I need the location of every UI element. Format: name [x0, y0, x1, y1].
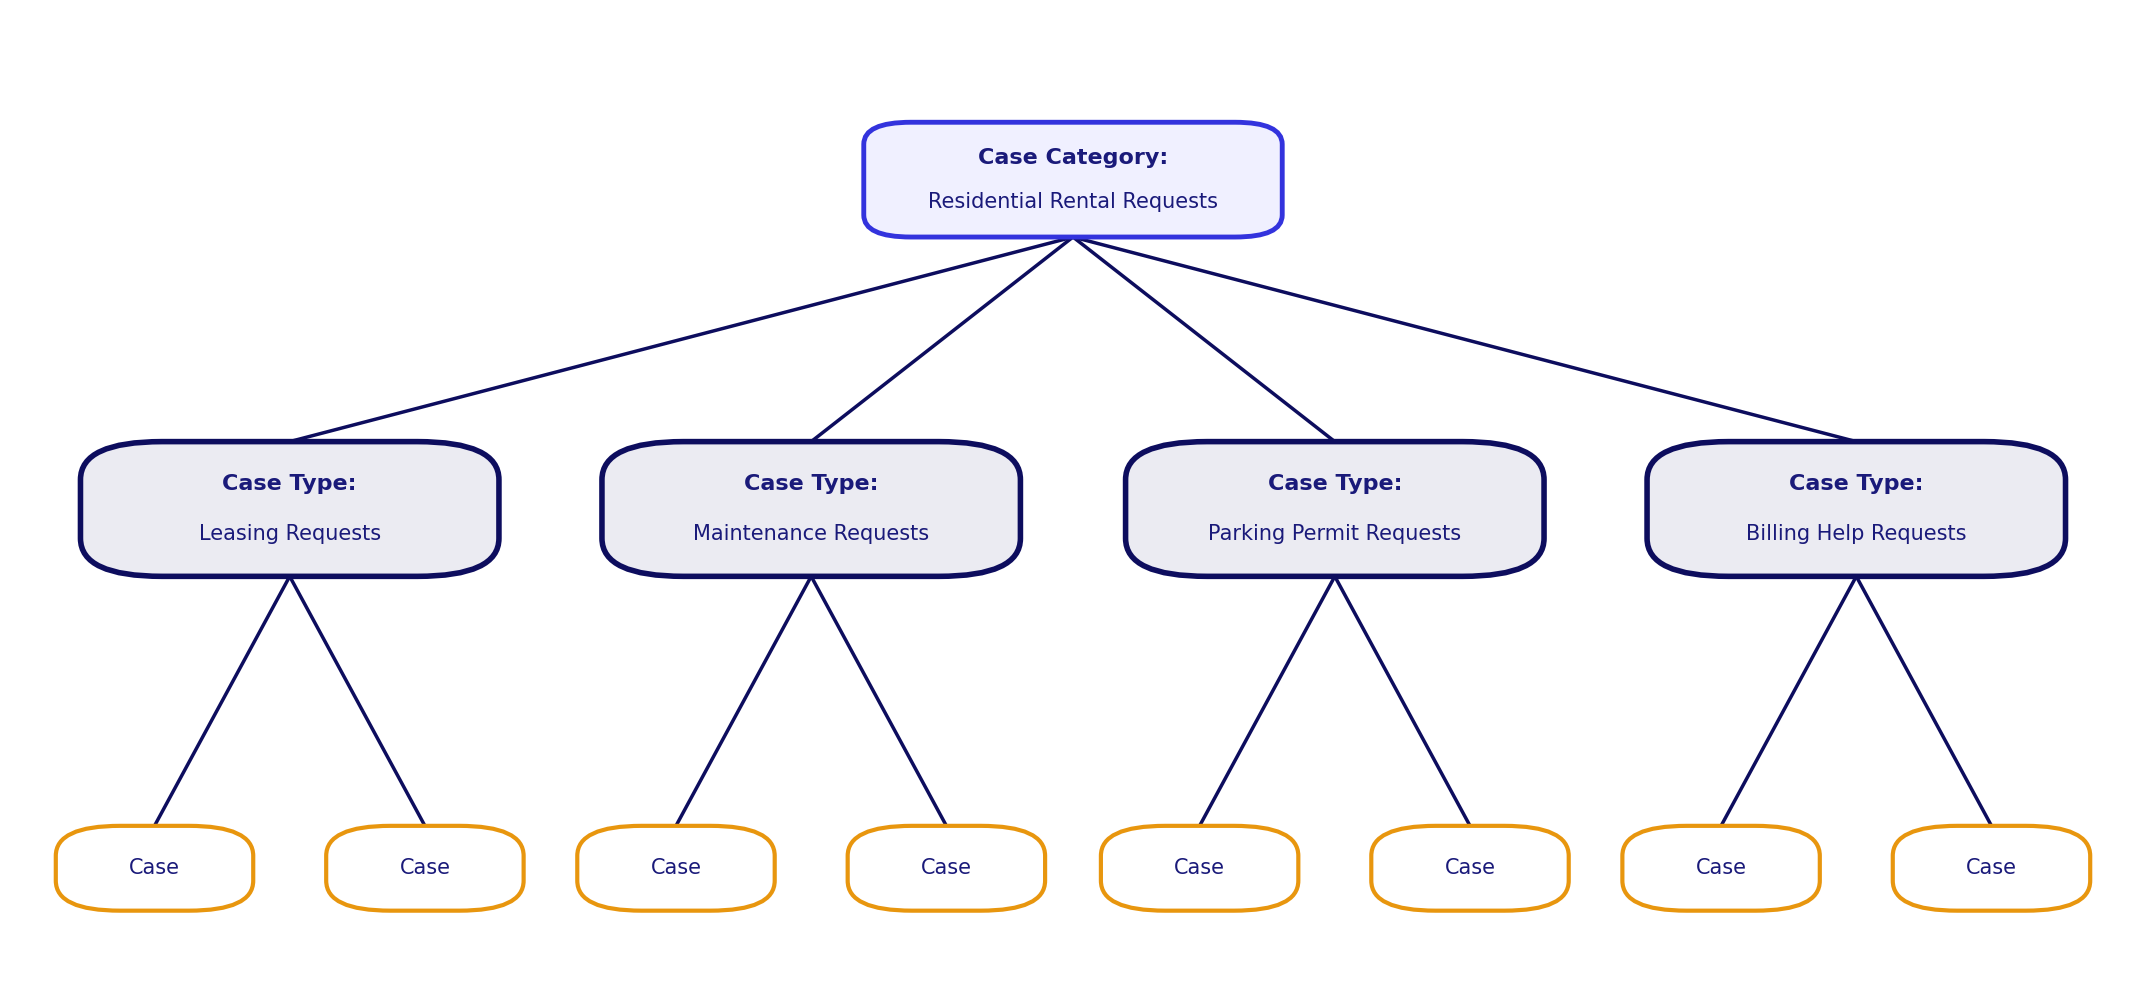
- Text: Maintenance Requests: Maintenance Requests: [693, 524, 929, 544]
- FancyBboxPatch shape: [82, 441, 498, 577]
- Text: Case Type:: Case Type:: [223, 474, 356, 494]
- FancyBboxPatch shape: [1622, 826, 1820, 910]
- Text: Leasing Requests: Leasing Requests: [200, 524, 380, 544]
- FancyBboxPatch shape: [326, 826, 524, 910]
- FancyBboxPatch shape: [1893, 826, 2090, 910]
- Text: Case Type:: Case Type:: [745, 474, 878, 494]
- Text: Case: Case: [399, 858, 451, 878]
- FancyBboxPatch shape: [863, 123, 1281, 238]
- Text: Case: Case: [921, 858, 972, 878]
- Text: Case: Case: [129, 858, 180, 878]
- FancyBboxPatch shape: [1125, 441, 1545, 577]
- Text: Billing Help Requests: Billing Help Requests: [1747, 524, 1966, 544]
- Text: Case Type:: Case Type:: [1268, 474, 1401, 494]
- Text: Case: Case: [1966, 858, 2017, 878]
- FancyBboxPatch shape: [601, 441, 1021, 577]
- Text: Case Type:: Case Type:: [1790, 474, 1923, 494]
- FancyBboxPatch shape: [848, 826, 1045, 910]
- Text: Residential Rental Requests: Residential Rental Requests: [927, 192, 1219, 212]
- FancyBboxPatch shape: [577, 826, 775, 910]
- FancyBboxPatch shape: [1371, 826, 1569, 910]
- Text: Case Category:: Case Category:: [979, 148, 1167, 168]
- Text: Case: Case: [1444, 858, 1496, 878]
- Text: Case: Case: [1695, 858, 1747, 878]
- FancyBboxPatch shape: [1646, 441, 2064, 577]
- Text: Case: Case: [650, 858, 702, 878]
- Text: Parking Permit Requests: Parking Permit Requests: [1208, 524, 1461, 544]
- FancyBboxPatch shape: [56, 826, 253, 910]
- FancyBboxPatch shape: [1101, 826, 1298, 910]
- Text: Case: Case: [1174, 858, 1225, 878]
